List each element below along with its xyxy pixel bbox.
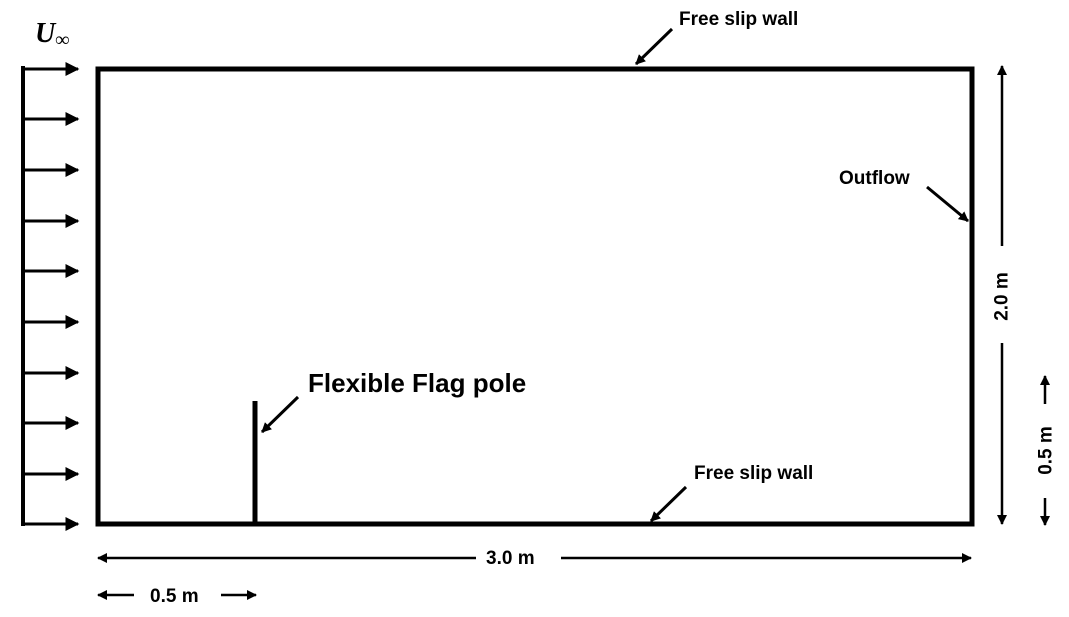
pole-height-label: 0.5 m xyxy=(1035,426,1057,475)
length-dimension-label: 3.0 m xyxy=(486,548,535,569)
top-wall-pointer-arrow xyxy=(634,27,674,66)
pole-offset-label: 0.5 m xyxy=(150,586,199,607)
inflow-velocity-label: U∞ xyxy=(35,18,70,51)
pole-pointer-arrow xyxy=(260,395,300,434)
inflow-arrows xyxy=(23,62,80,531)
inflow-subscript: ∞ xyxy=(55,29,70,51)
inflow-symbol: U xyxy=(35,18,56,49)
top-wall-label: Free slip wall xyxy=(679,9,799,30)
bottom-wall-pointer-arrow xyxy=(649,485,688,523)
flag-pole-label: Flexible Flag pole xyxy=(308,368,527,398)
domain-boundary xyxy=(95,66,975,527)
height-dimension-label: 2.0 m xyxy=(991,272,1013,321)
outflow-pointer-arrow xyxy=(926,185,969,223)
outflow-label: Outflow xyxy=(839,168,910,189)
bottom-wall-label: Free slip wall xyxy=(694,463,814,484)
inflow-velocity-profile xyxy=(21,62,80,531)
